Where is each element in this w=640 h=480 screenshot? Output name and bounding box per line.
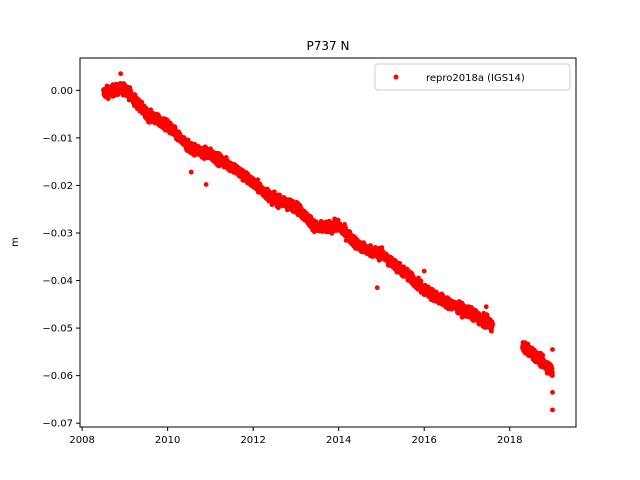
- legend-box: [374, 63, 571, 91]
- data-point: [490, 321, 495, 327]
- y-tick-label: −0.05: [42, 324, 73, 335]
- data-point: [255, 177, 261, 183]
- y-tick-label: −0.04: [42, 276, 73, 287]
- x-tick-label: 2010: [155, 435, 180, 446]
- x-tick-label: 2016: [411, 435, 436, 446]
- data-point: [188, 169, 194, 175]
- y-tick-label: 0.00: [51, 86, 73, 97]
- legend-label: repro2018a (IGS14): [426, 73, 525, 84]
- data-point: [540, 352, 546, 358]
- x-tick-label: 2014: [326, 435, 351, 446]
- y-tick-label: −0.01: [42, 133, 73, 144]
- x-tick-label: 2012: [240, 435, 265, 446]
- y-tick-label: −0.03: [42, 228, 73, 239]
- x-tick-label: 2008: [69, 435, 94, 446]
- data-point: [550, 347, 555, 352]
- legend: repro2018a (IGS14): [374, 63, 571, 91]
- data-point: [483, 304, 489, 310]
- y-axis-label: m: [10, 237, 21, 247]
- data-point: [203, 182, 209, 187]
- data-point: [118, 71, 124, 77]
- x-tick-label: 2018: [497, 435, 522, 446]
- y-tick-label: −0.02: [42, 181, 73, 192]
- legend-marker: [393, 74, 399, 80]
- data-point: [374, 285, 380, 291]
- data-point: [105, 96, 111, 102]
- data-point: [550, 373, 555, 378]
- data-point: [550, 389, 555, 395]
- y-tick-label: −0.06: [42, 371, 73, 382]
- x-axis: 2008 2010 2012 2014 2016 2018: [69, 427, 522, 446]
- plot-area-frame: [79, 57, 577, 428]
- data-point: [379, 245, 385, 250]
- series-points: [101, 71, 555, 413]
- y-tick-label: −0.07: [42, 419, 73, 430]
- data-point: [549, 369, 555, 375]
- y-axis: 0.00 −0.01 −0.02 −0.03 −0.04 −0.05 −0.06 −0.07: [42, 86, 80, 430]
- data-point: [421, 268, 427, 274]
- data-point: [139, 99, 145, 105]
- data-point: [185, 137, 191, 143]
- chart-title: P737 N: [307, 39, 350, 53]
- data-point: [418, 278, 424, 284]
- data-point: [550, 407, 555, 413]
